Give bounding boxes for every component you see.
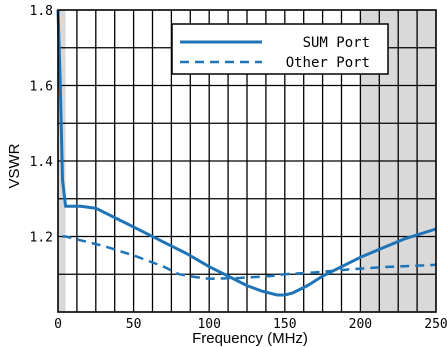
plot-frame: [57, 9, 437, 313]
series-line-sum-port: [56, 9, 437, 297]
x-tick-label: 100: [197, 317, 220, 332]
x-tick-label: 50: [126, 317, 142, 332]
y-tick-label: 1.6: [30, 80, 53, 95]
x-tick-label: 0: [54, 317, 62, 332]
legend-box: [171, 23, 389, 75]
tick-labels: 0 50 100 150 200 250 1.2 1.4 1.6 1.8: [30, 4, 447, 332]
y-tick-label: 1.4: [30, 155, 54, 170]
y-tick-label: 1.8: [30, 4, 53, 19]
x-tick-label: 250: [424, 317, 447, 332]
series-line-other-port: [62, 235, 437, 281]
x-tick-label: 200: [349, 317, 372, 332]
legend: SUM Port Other Port: [171, 23, 389, 75]
y-axis-label: VSWR: [6, 143, 23, 188]
x-tick-label: 150: [273, 317, 296, 332]
y-tick-label: 1.2: [30, 231, 53, 246]
x-axis-label: Frequency (MHz): [192, 330, 308, 347]
plot-border: [57, 9, 437, 313]
legend-label-sum-port: SUM Port: [303, 35, 370, 51]
legend-label-other-port: Other Port: [286, 55, 370, 71]
series-lines: [56, 9, 437, 297]
